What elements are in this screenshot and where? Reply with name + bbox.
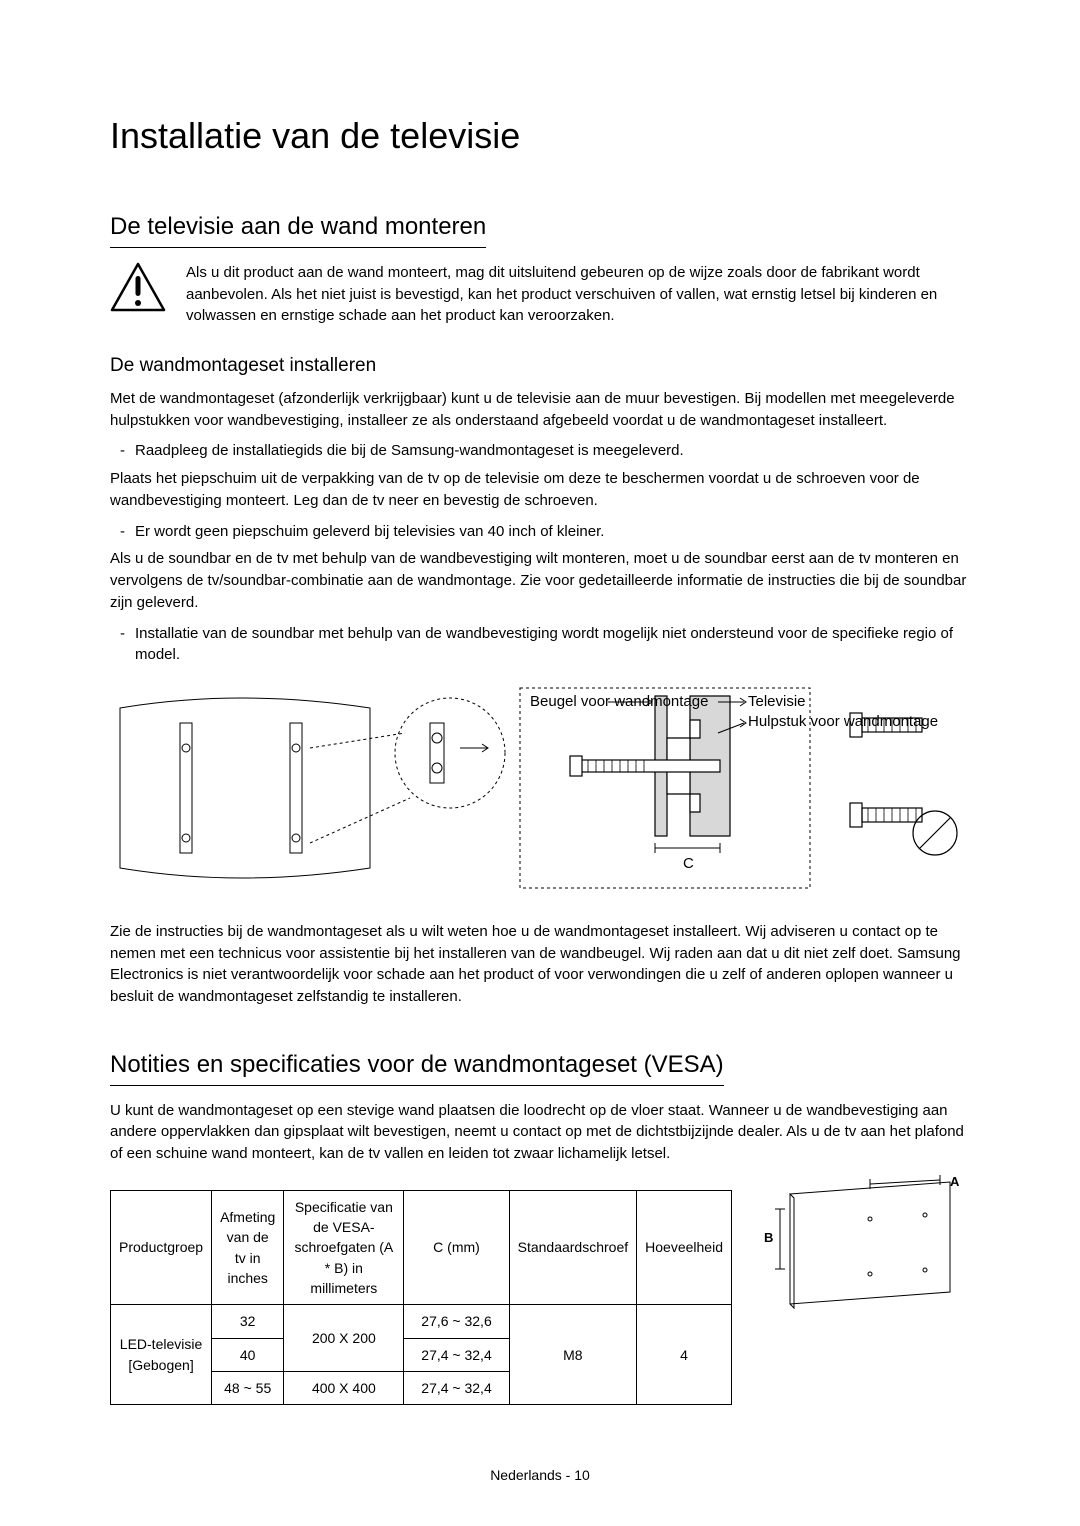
para2: Plaats het piepschuim uit de verpakking … — [110, 468, 970, 512]
td-c: 27,6 ~ 32,6 — [404, 1305, 509, 1338]
para-after-figure: Zie de instructies bij de wandmontageset… — [110, 921, 970, 1008]
section-vesa: Notities en specificaties voor de wandmo… — [110, 1048, 970, 1405]
td-vesa: 200 X 200 — [284, 1305, 404, 1372]
th-qty: Hoeveelheid — [637, 1190, 732, 1304]
td-vesa: 400 X 400 — [284, 1371, 404, 1404]
bullet1-text: Raadpleeg de installatiegids die bij de … — [135, 440, 684, 462]
table-header-row: Productgroep Afmeting van de tv in inche… — [111, 1190, 732, 1304]
para1: Met de wandmontageset (afzonderlijk verk… — [110, 388, 970, 432]
th-screw: Standaardschroef — [509, 1190, 637, 1304]
label-spacer: Hulpstuk voor wandmontage — [748, 713, 938, 730]
th-size: Afmeting van de tv in inches — [212, 1190, 284, 1304]
bullet-item: - Er wordt geen piepschuim geleverd bij … — [120, 521, 970, 543]
section2-heading: Notities en specificaties voor de wandmo… — [110, 1048, 724, 1086]
warning-row: Als u dit product aan de wand monteert, … — [110, 262, 970, 336]
dash-icon: - — [120, 623, 125, 667]
para3: Als u de soundbar en de tv met behulp va… — [110, 548, 970, 613]
td-qty: 4 — [637, 1305, 732, 1405]
label-b: B — [764, 1230, 773, 1245]
vesa-table: Productgroep Afmeting van de tv in inche… — [110, 1190, 732, 1405]
td-c: 27,4 ~ 32,4 — [404, 1371, 509, 1404]
td-size: 48 ~ 55 — [212, 1371, 284, 1404]
section1-heading: De televisie aan de wand monteren — [110, 210, 486, 248]
bullet-item: - Installatie van de soundbar met behulp… — [120, 623, 970, 667]
bullet3-text: Installatie van de soundbar met behulp v… — [135, 623, 970, 667]
bullet-item: - Raadpleeg de installatiegids die bij d… — [120, 440, 970, 462]
th-c: C (mm) — [404, 1190, 509, 1304]
section1-subheading: De wandmontageset installeren — [110, 352, 970, 380]
section2-para: U kunt de wandmontageset op een stevige … — [110, 1100, 970, 1165]
table-row: LED-televisie [Gebogen] 32 200 X 200 27,… — [111, 1305, 732, 1338]
page-footer: Nederlands - 10 — [110, 1465, 970, 1485]
warning-icon — [110, 262, 166, 319]
th-productgroup: Productgroep — [111, 1190, 212, 1304]
section-wall-mount: De televisie aan de wand monteren Als u … — [110, 210, 970, 1008]
warning-text: Als u dit product aan de wand monteert, … — [186, 262, 970, 327]
td-size: 32 — [212, 1305, 284, 1338]
bullet2-text: Er wordt geen piepschuim geleverd bij te… — [135, 521, 604, 543]
ab-diagram: A B — [750, 1174, 970, 1331]
td-c: 27,4 ~ 32,4 — [404, 1338, 509, 1371]
label-a: A — [950, 1174, 960, 1189]
td-productgroup: LED-televisie [Gebogen] — [111, 1305, 212, 1405]
td-size: 40 — [212, 1338, 284, 1371]
label-c: C — [683, 855, 694, 872]
page-title: Installatie van de televisie — [110, 110, 970, 162]
dash-icon: - — [120, 521, 125, 543]
mounting-diagram: Beugel voor wandmontage Televisie Hulpst… — [110, 678, 970, 905]
label-tv: Televisie — [748, 693, 806, 710]
td-screw: M8 — [509, 1305, 637, 1405]
th-vesa: Specificatie van de VESA-schroefgaten (A… — [284, 1190, 404, 1304]
dash-icon: - — [120, 440, 125, 462]
